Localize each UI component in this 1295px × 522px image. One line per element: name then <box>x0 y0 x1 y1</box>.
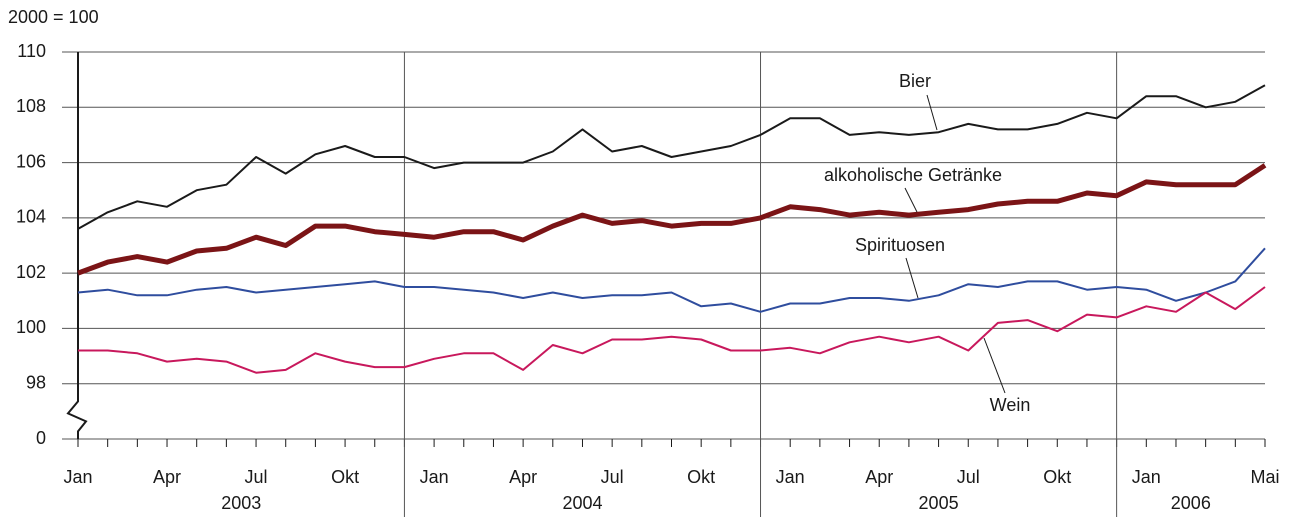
series-label: alkoholische Getränke <box>824 165 1002 185</box>
x-tick-label: Okt <box>1043 467 1071 487</box>
label-leader <box>926 94 938 131</box>
y-tick-label: 102 <box>16 262 46 282</box>
y-tick-label: 100 <box>16 317 46 337</box>
y-axis <box>66 52 88 439</box>
series-label: Bier <box>899 71 931 91</box>
x-tick-label: Jan <box>776 467 805 487</box>
y-tick-label: 108 <box>16 96 46 116</box>
x-tick-label: Apr <box>865 467 893 487</box>
x-tick-label: Apr <box>153 467 181 487</box>
y-tick-label: 104 <box>16 207 46 227</box>
x-tick-label: Jul <box>245 467 268 487</box>
x-tick-label: Jul <box>601 467 624 487</box>
series-line <box>77 84 1266 230</box>
y-tick-label: 106 <box>16 151 46 171</box>
year-label: 2003 <box>221 493 261 513</box>
x-tick-label: Apr <box>509 467 537 487</box>
series-line <box>78 286 1266 374</box>
x-tick-label: Okt <box>687 467 715 487</box>
series-label: Spirituosen <box>855 235 945 255</box>
label-leader <box>983 337 1006 394</box>
x-tick-label: Jan <box>1132 467 1161 487</box>
series-line <box>77 163 1267 276</box>
x-tick-label: Mai <box>1250 467 1279 487</box>
series-line <box>77 247 1266 313</box>
x-tick-label: Okt <box>331 467 359 487</box>
x-tick-label: Jan <box>420 467 449 487</box>
y-tick-label: 98 <box>26 372 46 392</box>
label-leader <box>904 187 918 213</box>
x-tick-label: Jan <box>63 467 92 487</box>
series-label: Wein <box>990 395 1031 415</box>
year-label: 2005 <box>919 493 959 513</box>
year-label: 2004 <box>562 493 602 513</box>
year-label: 2006 <box>1171 493 1211 513</box>
y-tick-label: 110 <box>17 41 46 61</box>
y-tick-label: 0 <box>36 428 46 448</box>
label-leader <box>905 257 919 299</box>
y-unit: 2000 = 100 <box>8 7 99 27</box>
x-tick-label: Jul <box>957 467 980 487</box>
